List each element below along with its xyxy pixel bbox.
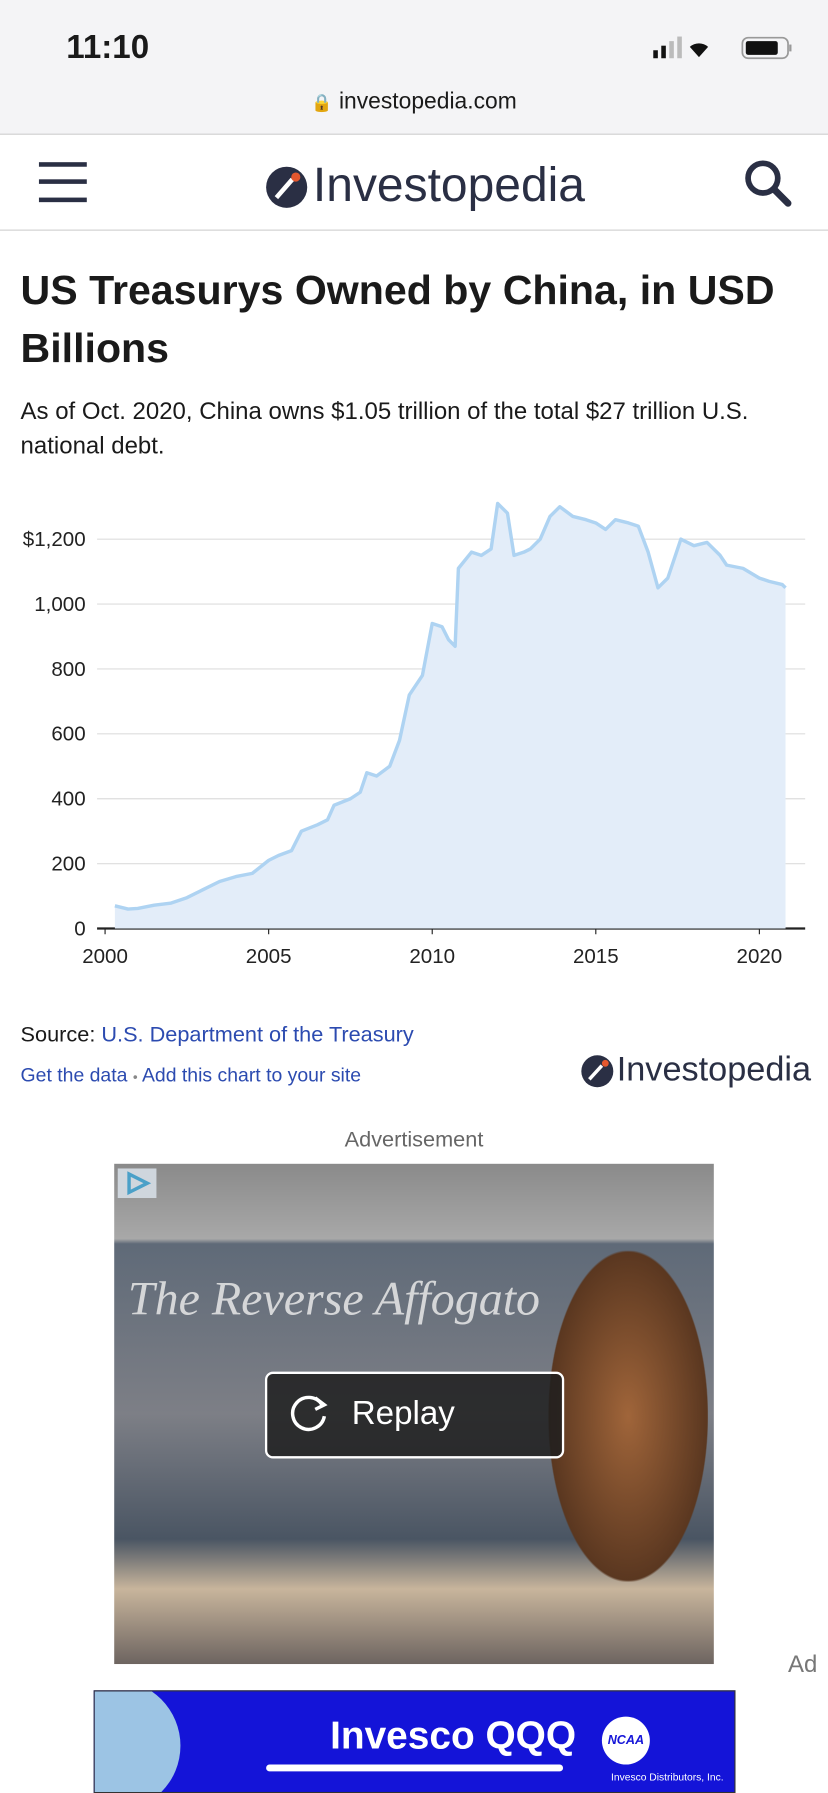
browser-bar: [0, 0, 828, 135]
x-tick-label: 2015: [573, 945, 619, 968]
replay-text: Replay: [351, 1395, 455, 1433]
footer-logo-icon: [581, 1055, 614, 1088]
banner-bar: [266, 1764, 564, 1772]
y-tick-label: 200: [51, 852, 85, 875]
y-tick-label: $1,200: [23, 528, 86, 551]
chart-links: Get the data • Add this chart to your si…: [21, 1064, 362, 1087]
article-subtitle: As of Oct. 2020, China owns $1.05 trilli…: [20, 398, 749, 460]
y-tick-label: 800: [51, 658, 85, 681]
ncaa-badge: NCAA: [601, 1716, 650, 1765]
footer-logo-text: Investopedia: [616, 1050, 812, 1089]
ad-headline: The Reverse Affogato: [127, 1273, 541, 1326]
replay-icon: [290, 1395, 328, 1432]
add-chart-link[interactable]: Add this chart to your site: [141, 1064, 362, 1087]
basketball: [94, 1691, 181, 1792]
menu-icon[interactable]: [38, 160, 89, 206]
y-tick-label: 400: [51, 788, 85, 811]
separator: •: [132, 1069, 138, 1085]
get-data-link[interactable]: Get the data: [20, 1064, 128, 1087]
y-tick-label: 0: [74, 917, 85, 940]
replay-button[interactable]: [264, 1371, 565, 1459]
ad-mark: Ad: [788, 1651, 818, 1678]
logo-icon: [266, 166, 308, 208]
x-tick-label: 2020: [737, 945, 783, 968]
url: investopedia.com: [338, 89, 517, 115]
x-tick-label: 2005: [246, 945, 292, 968]
logo-text[interactable]: Investopedia: [312, 157, 585, 212]
source-label: Source:: [20, 1023, 96, 1048]
source-line: Source: U.S. Department of the Treasury: [21, 1023, 414, 1048]
x-tick-label: 2010: [409, 945, 455, 968]
area-line: [114, 501, 787, 911]
chart: 0 200 400 600 800 1,000 $1,200 2000 2005 2010 2015…: [23, 501, 806, 968]
status-time: 11:10: [66, 29, 150, 67]
ad-bottle: [548, 1250, 709, 1582]
url-bar[interactable]: 🔒 investopedia.com: [311, 89, 517, 115]
y-tick-label: 600: [51, 723, 85, 746]
ad-banner[interactable]: Invesco QQQ NCAA Invesco Distributors, I…: [93, 1690, 736, 1793]
area-fill: [114, 503, 786, 929]
source-link[interactable]: U.S. Department of the Treasury: [101, 1023, 414, 1048]
ad-label: Advertisement: [344, 1128, 484, 1153]
article-title: US Treasurys Owned by China, in USD Bill…: [20, 266, 775, 372]
search-icon[interactable]: [742, 158, 795, 211]
disclaimer: Invesco Distributors, Inc.: [611, 1771, 724, 1783]
divider: [0, 229, 828, 231]
banner-text: Invesco QQQ: [330, 1714, 577, 1758]
x-tick-label: 2000: [82, 945, 128, 968]
ad-choice-icon[interactable]: [117, 1168, 157, 1199]
status-icons: [653, 36, 792, 60]
y-tick-label: 1,000: [34, 593, 85, 616]
